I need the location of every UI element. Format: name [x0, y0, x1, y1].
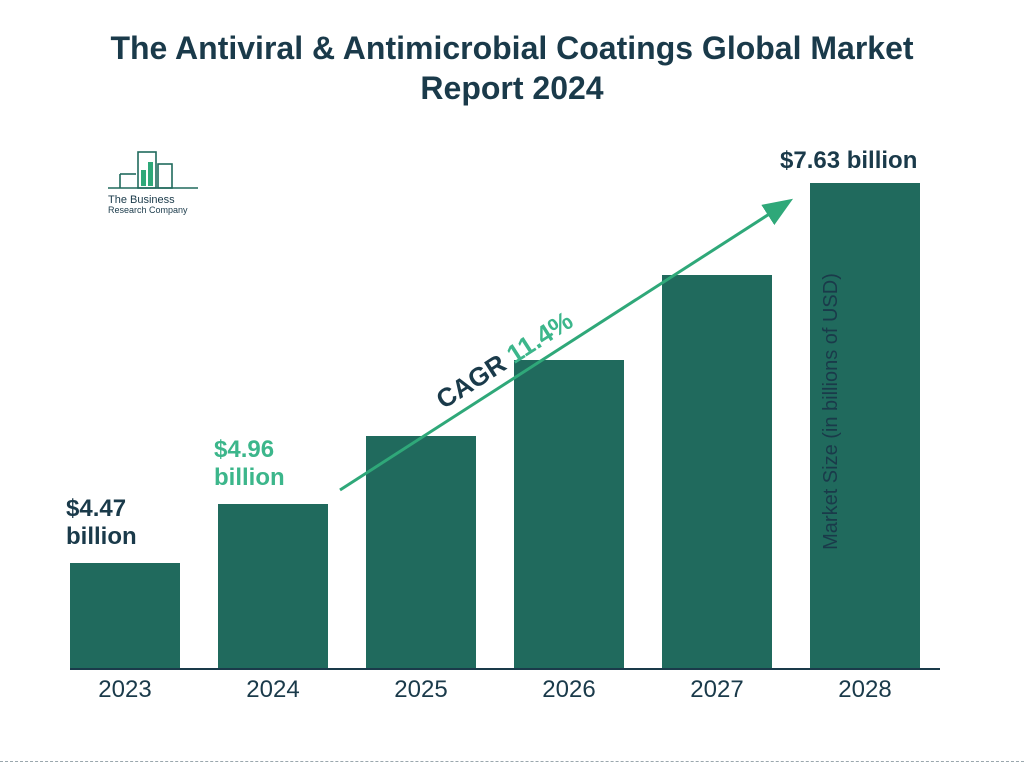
chart-title: The Antiviral & Antimicrobial Coatings G…: [0, 0, 1024, 118]
footer-divider: [0, 761, 1024, 762]
x-axis-label: 2027: [662, 676, 772, 704]
y-axis-label: Market Size (in billions of USD): [820, 273, 843, 550]
x-axis-label: 2023: [70, 676, 180, 704]
bar: [514, 360, 624, 668]
bar: [662, 275, 772, 668]
bar: [366, 436, 476, 668]
bar: [218, 504, 328, 668]
value-label: $7.63 billion: [780, 147, 917, 175]
x-axis-label: 2028: [810, 676, 920, 704]
value-label: $4.96billion: [214, 436, 285, 491]
bar-chart: $4.47billion$4.96billion$7.63 billionCAG…: [70, 140, 940, 720]
value-label: $4.47billion: [66, 495, 137, 550]
x-axis-label: 2026: [514, 676, 624, 704]
x-axis-label: 2024: [218, 676, 328, 704]
plot-area: $4.47billion$4.96billion$7.63 billionCAG…: [70, 140, 940, 670]
bar: [70, 563, 180, 668]
x-axis-label: 2025: [366, 676, 476, 704]
